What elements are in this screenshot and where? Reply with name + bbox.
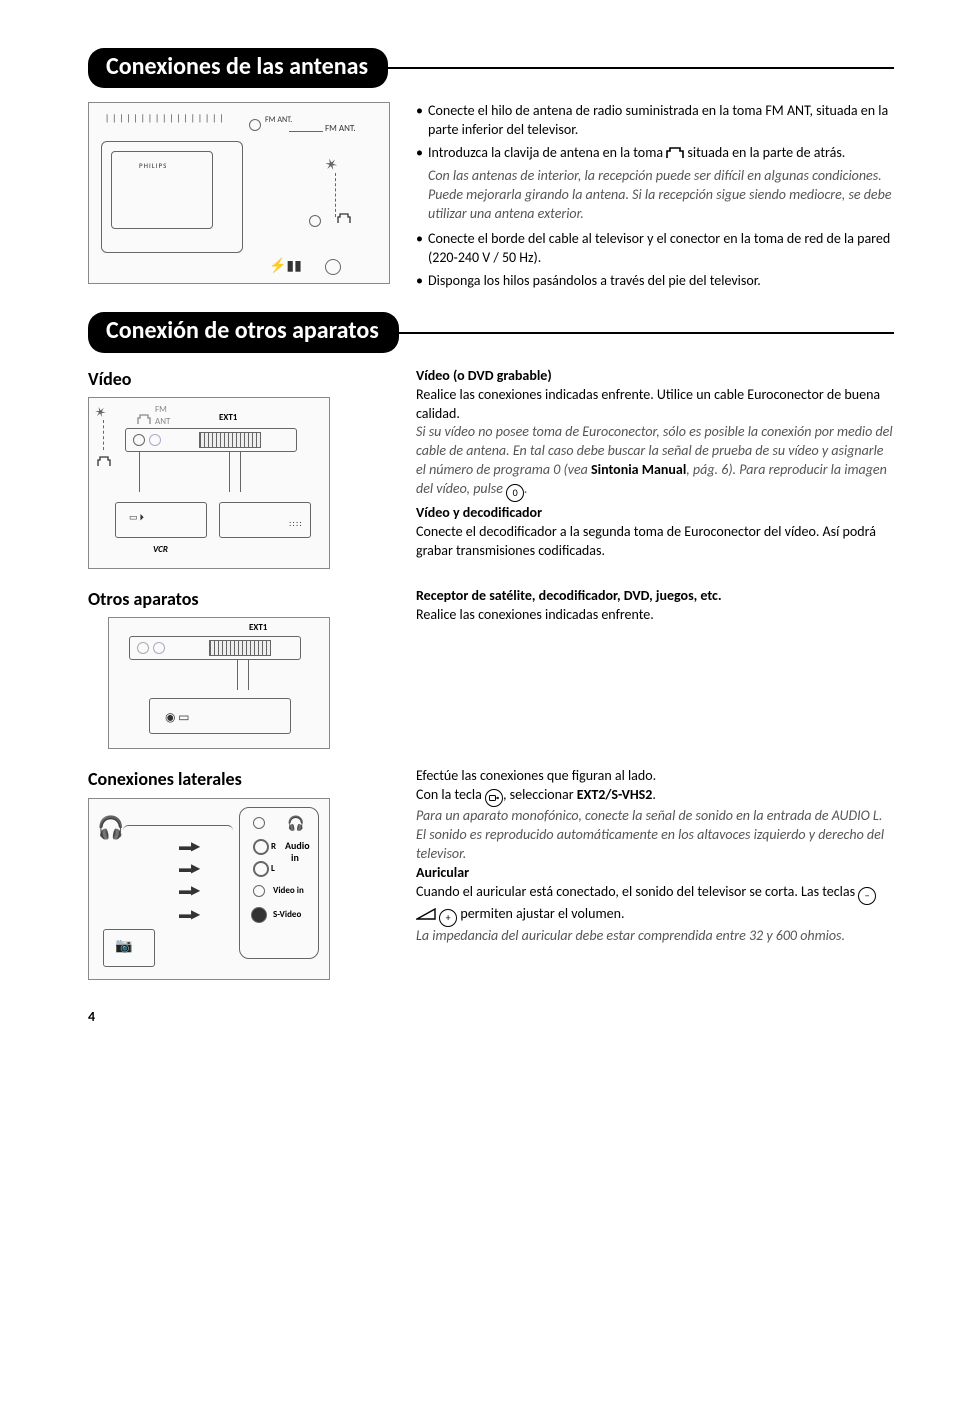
r-label: R bbox=[271, 841, 276, 853]
vol-plus-key: + bbox=[439, 909, 457, 927]
section-antenas-title: Conexiones de las antenas bbox=[88, 48, 388, 88]
section-rule bbox=[399, 332, 894, 334]
lateral-italic: Para un aparato monofónico, conecte la s… bbox=[416, 807, 894, 864]
section-antenas-header: Conexiones de las antenas bbox=[88, 48, 894, 88]
bullet-text-a: Introduzca la clavija de antena en la to… bbox=[428, 144, 666, 161]
source-key-icon bbox=[485, 789, 503, 807]
lateral-heading: Conexiones laterales bbox=[88, 767, 388, 791]
video-r-p1: Realice las conexiones indicadas enfrent… bbox=[416, 386, 894, 424]
fm-label: FM bbox=[155, 404, 167, 416]
otros-r-p1: Realice las conexiones indicadas enfrent… bbox=[416, 606, 894, 625]
lateral-p1: Efectúe las conexiones que figuran al la… bbox=[416, 767, 894, 786]
otros-heading: Otros aparatos bbox=[88, 587, 388, 611]
ext2-bold: EXT2/S-VHS2 bbox=[577, 786, 653, 803]
l-label: L bbox=[271, 863, 275, 875]
bullet-text: Conecte el borde del cable al televisor … bbox=[428, 230, 890, 266]
section-aparatos-title: Conexión de otros aparatos bbox=[88, 312, 399, 352]
antenas-note: Con las antenas de interior, la recepció… bbox=[428, 167, 894, 224]
bullet-text: Disponga los hilos pasándolos a través d… bbox=[428, 272, 761, 289]
otros-diagram: EXT1 ◉ ▭ bbox=[108, 617, 330, 749]
video-heading: Vídeo bbox=[88, 367, 388, 391]
ant-label: ANT bbox=[155, 416, 170, 428]
sintonia-bold: Sintonia Manual bbox=[591, 461, 686, 478]
auricular-heading: Auricular bbox=[416, 864, 894, 883]
svideo-label: S-Video bbox=[273, 909, 301, 921]
bullet: Disponga los hilos pasándolos a través d… bbox=[416, 272, 894, 291]
fm-ant-small-label: FM ANT. bbox=[265, 115, 292, 126]
video-r-heading2: Vídeo y decodificador bbox=[416, 504, 894, 523]
lateral-p3a: Cuando el auricular está conectado, el s… bbox=[416, 883, 858, 900]
antenas-diagram-wrap: PHILIPS ||||||||||||||||| FM ANT. FM ANT… bbox=[88, 102, 388, 284]
key-0: 0 bbox=[506, 484, 524, 502]
vcr-label: VCR bbox=[153, 544, 168, 556]
bullet: Conecte el hilo de antena de radio sumin… bbox=[416, 102, 894, 140]
bullet-text: Conecte el hilo de antena de radio sumin… bbox=[428, 102, 888, 138]
diagram-brand: PHILIPS bbox=[139, 161, 167, 170]
ext1-label: EXT1 bbox=[219, 412, 237, 424]
antenas-text: Conecte el hilo de antena de radio sumin… bbox=[416, 102, 894, 294]
lateral-p3: Cuando el auricular está conectado, el s… bbox=[416, 883, 894, 927]
section-aparatos-header: Conexión de otros aparatos bbox=[88, 312, 894, 352]
lateral-p2a: Con la tecla bbox=[416, 786, 485, 803]
bullet-text-b: situada en la parte de atrás. bbox=[687, 144, 845, 161]
lateral-p3b: permiten ajustar el volumen. bbox=[460, 905, 624, 922]
video-r-italic-c: . bbox=[524, 480, 528, 497]
lateral-italic2: La impedancia del auricular debe estar c… bbox=[416, 927, 894, 946]
video-diagram: ✶ FM ANT EXT1 ▭ ⏵ :::: VCR bbox=[88, 397, 330, 569]
lateral-p2c: . bbox=[652, 786, 656, 803]
lateral-p2b: , seleccionar bbox=[503, 786, 577, 803]
antenas-diagram: PHILIPS ||||||||||||||||| FM ANT. FM ANT… bbox=[88, 102, 390, 284]
bullet: Conecte el borde del cable al televisor … bbox=[416, 230, 894, 268]
in-label: in bbox=[291, 851, 299, 865]
fm-ant-label: FM ANT. bbox=[325, 123, 356, 135]
video-r-p2: Conecte el decodificador a la segunda to… bbox=[416, 523, 894, 561]
vol-minus-key: − bbox=[858, 887, 876, 905]
section-rule bbox=[388, 67, 894, 69]
antenna-socket-icon bbox=[666, 147, 684, 159]
page-number: 4 bbox=[88, 1008, 894, 1027]
otros-ext1: EXT1 bbox=[249, 622, 267, 634]
lateral-diagram: 🎧 🎧 R Audio in L Video in S-Video 📷 ▬▶ ▬… bbox=[88, 798, 330, 980]
video-r-italic: Si su vídeo no posee toma de Euroconecto… bbox=[416, 423, 894, 502]
volume-triangle-icon bbox=[416, 908, 436, 920]
otros-r-heading: Receptor de satélite, decodificador, DVD… bbox=[416, 587, 894, 606]
lateral-p2: Con la tecla , seleccionar EXT2/S-VHS2. bbox=[416, 786, 894, 807]
video-in-label: Video in bbox=[273, 885, 304, 897]
bullet: Introduzca la clavija de antena en la to… bbox=[416, 144, 894, 163]
video-r-heading: Vídeo (o DVD grabable) bbox=[416, 367, 894, 386]
